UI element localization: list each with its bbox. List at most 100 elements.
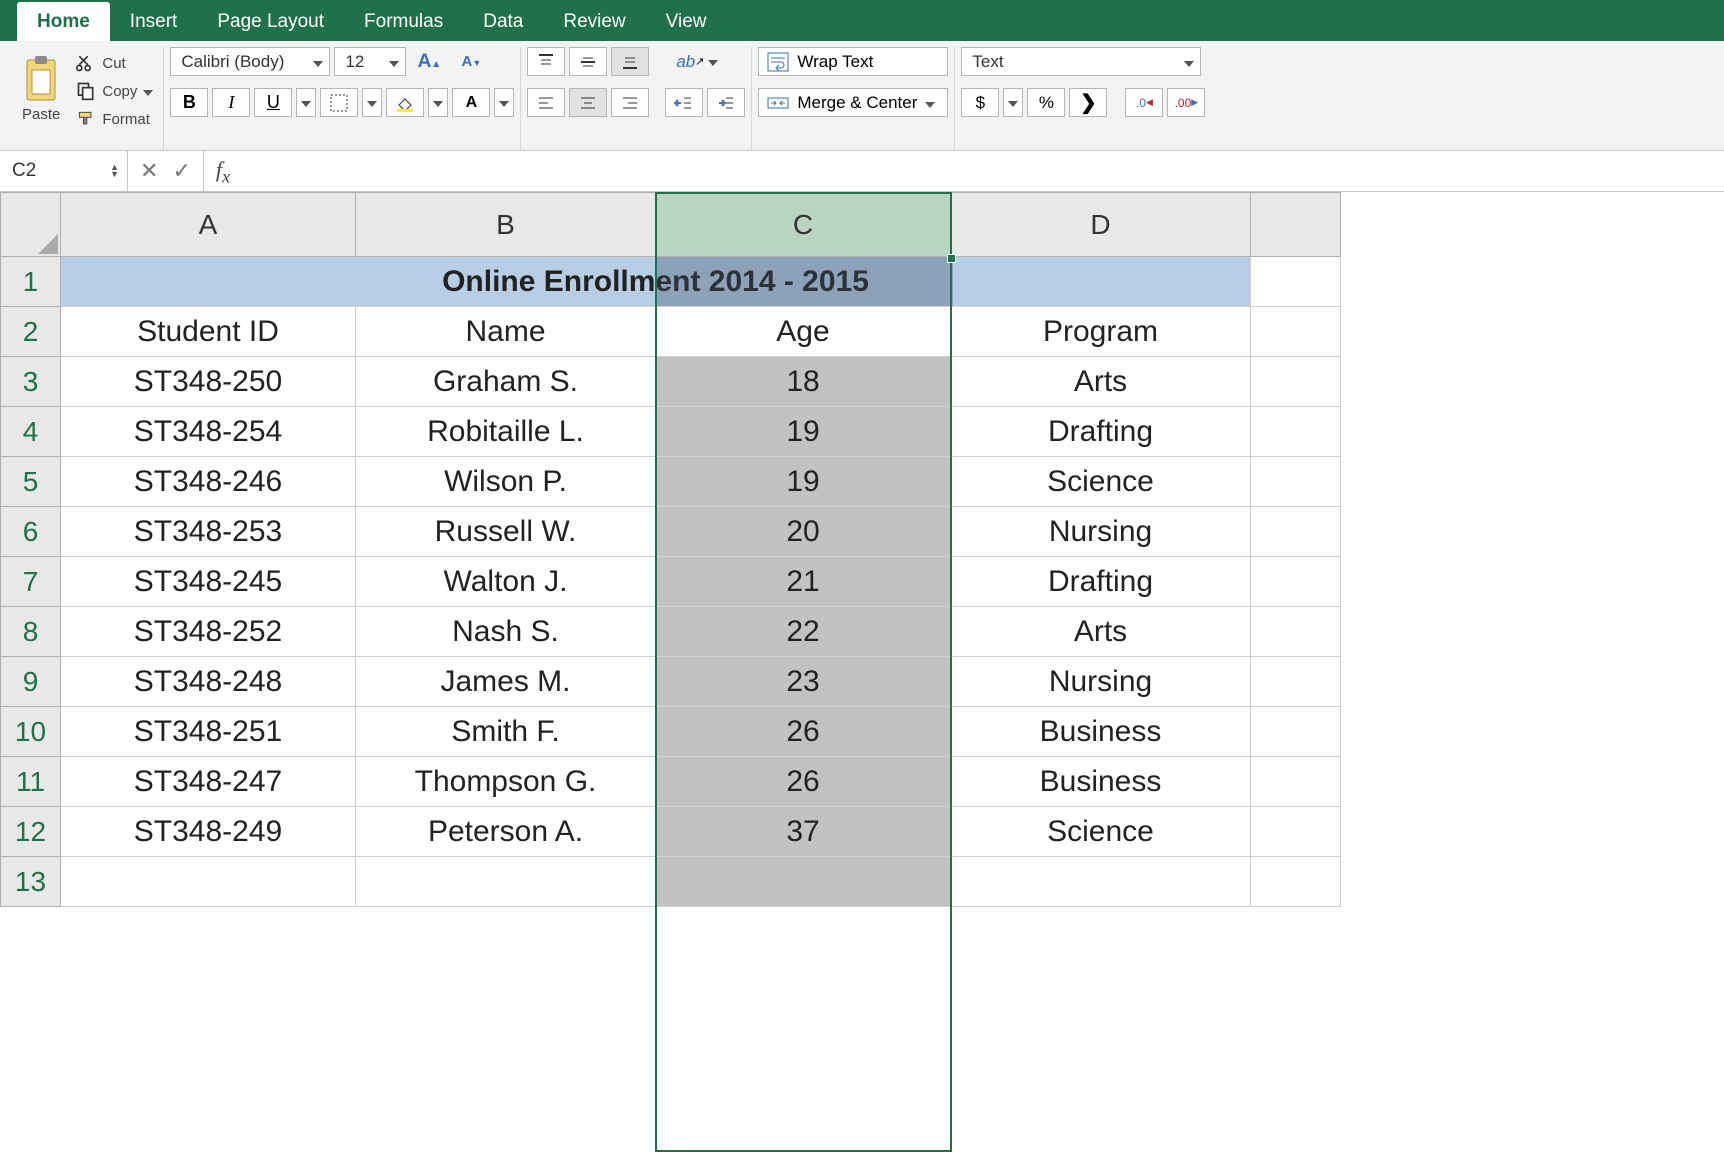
name-box-spinner[interactable]: ▲▼ — [110, 164, 119, 178]
cell-A10[interactable]: ST348-251 — [61, 707, 356, 757]
cell-D13[interactable] — [951, 857, 1251, 907]
spreadsheet-grid[interactable]: A B C D 1 Online Enrollment 2014 - 2015 … — [0, 192, 1724, 907]
cell-B2[interactable]: Name — [356, 307, 656, 357]
cell-C2[interactable]: Age — [656, 307, 951, 357]
align-left-button[interactable] — [527, 88, 565, 117]
paste-button[interactable]: Paste — [14, 54, 68, 125]
copy-button[interactable]: Copy — [72, 79, 157, 103]
cell-E12[interactable] — [1251, 807, 1341, 857]
cell-E8[interactable] — [1251, 607, 1341, 657]
tab-page-layout[interactable]: Page Layout — [197, 2, 344, 41]
fill-dropdown[interactable] — [428, 88, 448, 117]
comma-button[interactable]: ❯ — [1069, 88, 1107, 117]
orientation-button[interactable]: ab↗ — [669, 47, 725, 76]
tab-formulas[interactable]: Formulas — [344, 2, 463, 41]
cell-C11[interactable]: 26 — [656, 757, 951, 807]
cell-E10[interactable] — [1251, 707, 1341, 757]
align-center-button[interactable] — [569, 88, 607, 117]
col-header-A[interactable]: A — [61, 193, 356, 257]
tab-review[interactable]: Review — [543, 2, 645, 41]
cell-E1[interactable] — [1251, 257, 1341, 307]
tab-insert[interactable]: Insert — [110, 2, 198, 41]
cell-E13[interactable] — [1251, 857, 1341, 907]
cancel-formula-button[interactable]: ✕ — [140, 158, 158, 184]
tab-home[interactable]: Home — [17, 2, 110, 41]
increase-decimal-button[interactable]: .00▶ — [1167, 88, 1205, 117]
cell-D4[interactable]: Drafting — [951, 407, 1251, 457]
font-color-button[interactable]: A — [452, 88, 490, 117]
wrap-text-button[interactable]: Wrap Text — [758, 47, 948, 76]
cell-B6[interactable]: Russell W. — [356, 507, 656, 557]
cell-A11[interactable]: ST348-247 — [61, 757, 356, 807]
name-box[interactable]: C2 ▲▼ — [0, 151, 128, 191]
cell-B10[interactable]: Smith F. — [356, 707, 656, 757]
grow-font-button[interactable]: A▲ — [410, 47, 448, 76]
cell-C13[interactable] — [656, 857, 951, 907]
cell-C6[interactable]: 20 — [656, 507, 951, 557]
cell-B3[interactable]: Graham S. — [356, 357, 656, 407]
row-header-6[interactable]: 6 — [1, 507, 61, 557]
select-all-corner[interactable] — [1, 193, 61, 257]
increase-indent-button[interactable] — [707, 88, 745, 117]
fill-color-button[interactable] — [386, 88, 424, 117]
cell-D3[interactable]: Arts — [951, 357, 1251, 407]
col-header-E[interactable] — [1251, 193, 1341, 257]
font-size-combo[interactable]: 12 — [334, 47, 406, 76]
copy-dropdown[interactable] — [143, 83, 153, 100]
row-header-9[interactable]: 9 — [1, 657, 61, 707]
row-header-1[interactable]: 1 — [1, 257, 61, 307]
cell-C9[interactable]: 23 — [656, 657, 951, 707]
selection-handle[interactable] — [947, 254, 956, 263]
align-right-button[interactable] — [611, 88, 649, 117]
align-top-button[interactable] — [527, 47, 565, 76]
font-name-combo[interactable]: Calibri (Body) — [170, 47, 330, 76]
col-header-B[interactable]: B — [356, 193, 656, 257]
cell-E3[interactable] — [1251, 357, 1341, 407]
row-header-2[interactable]: 2 — [1, 307, 61, 357]
cell-E4[interactable] — [1251, 407, 1341, 457]
shrink-font-button[interactable]: A▼ — [452, 47, 490, 76]
cell-B11[interactable]: Thompson G. — [356, 757, 656, 807]
font-color-dropdown[interactable] — [494, 88, 514, 117]
cell-A7[interactable]: ST348-245 — [61, 557, 356, 607]
decrease-decimal-button[interactable]: .0◀ — [1125, 88, 1163, 117]
cell-D2[interactable]: Program — [951, 307, 1251, 357]
cell-C12[interactable]: 37 — [656, 807, 951, 857]
cell-C8[interactable]: 22 — [656, 607, 951, 657]
cell-C3[interactable]: 18 — [656, 357, 951, 407]
cell-D7[interactable]: Drafting — [951, 557, 1251, 607]
cell-D11[interactable]: Business — [951, 757, 1251, 807]
cut-button[interactable]: Cut — [72, 51, 157, 75]
percent-button[interactable]: % — [1027, 88, 1065, 117]
cell-B8[interactable]: Nash S. — [356, 607, 656, 657]
row-header-10[interactable]: 10 — [1, 707, 61, 757]
cell-A3[interactable]: ST348-250 — [61, 357, 356, 407]
tab-view[interactable]: View — [646, 2, 727, 41]
row-header-7[interactable]: 7 — [1, 557, 61, 607]
underline-dropdown[interactable] — [296, 88, 316, 117]
cell-D9[interactable]: Nursing — [951, 657, 1251, 707]
cell-A6[interactable]: ST348-253 — [61, 507, 356, 557]
cell-B5[interactable]: Wilson P. — [356, 457, 656, 507]
row-header-11[interactable]: 11 — [1, 757, 61, 807]
cell-B9[interactable]: James M. — [356, 657, 656, 707]
row-header-4[interactable]: 4 — [1, 407, 61, 457]
cell-D8[interactable]: Arts — [951, 607, 1251, 657]
cell-A4[interactable]: ST348-254 — [61, 407, 356, 457]
cell-C4[interactable]: 19 — [656, 407, 951, 457]
cell-E2[interactable] — [1251, 307, 1341, 357]
col-header-C[interactable]: C — [656, 193, 951, 257]
bold-button[interactable]: B — [170, 88, 208, 117]
cell-B4[interactable]: Robitaille L. — [356, 407, 656, 457]
cell-B12[interactable]: Peterson A. — [356, 807, 656, 857]
cell-A5[interactable]: ST348-246 — [61, 457, 356, 507]
cell-E5[interactable] — [1251, 457, 1341, 507]
italic-button[interactable]: I — [212, 88, 250, 117]
cell-A9[interactable]: ST348-248 — [61, 657, 356, 707]
cell-C5[interactable]: 19 — [656, 457, 951, 507]
col-header-D[interactable]: D — [951, 193, 1251, 257]
cell-E11[interactable] — [1251, 757, 1341, 807]
currency-button[interactable]: $ — [961, 88, 999, 117]
underline-button[interactable]: U — [254, 88, 292, 117]
border-button[interactable] — [320, 88, 358, 117]
